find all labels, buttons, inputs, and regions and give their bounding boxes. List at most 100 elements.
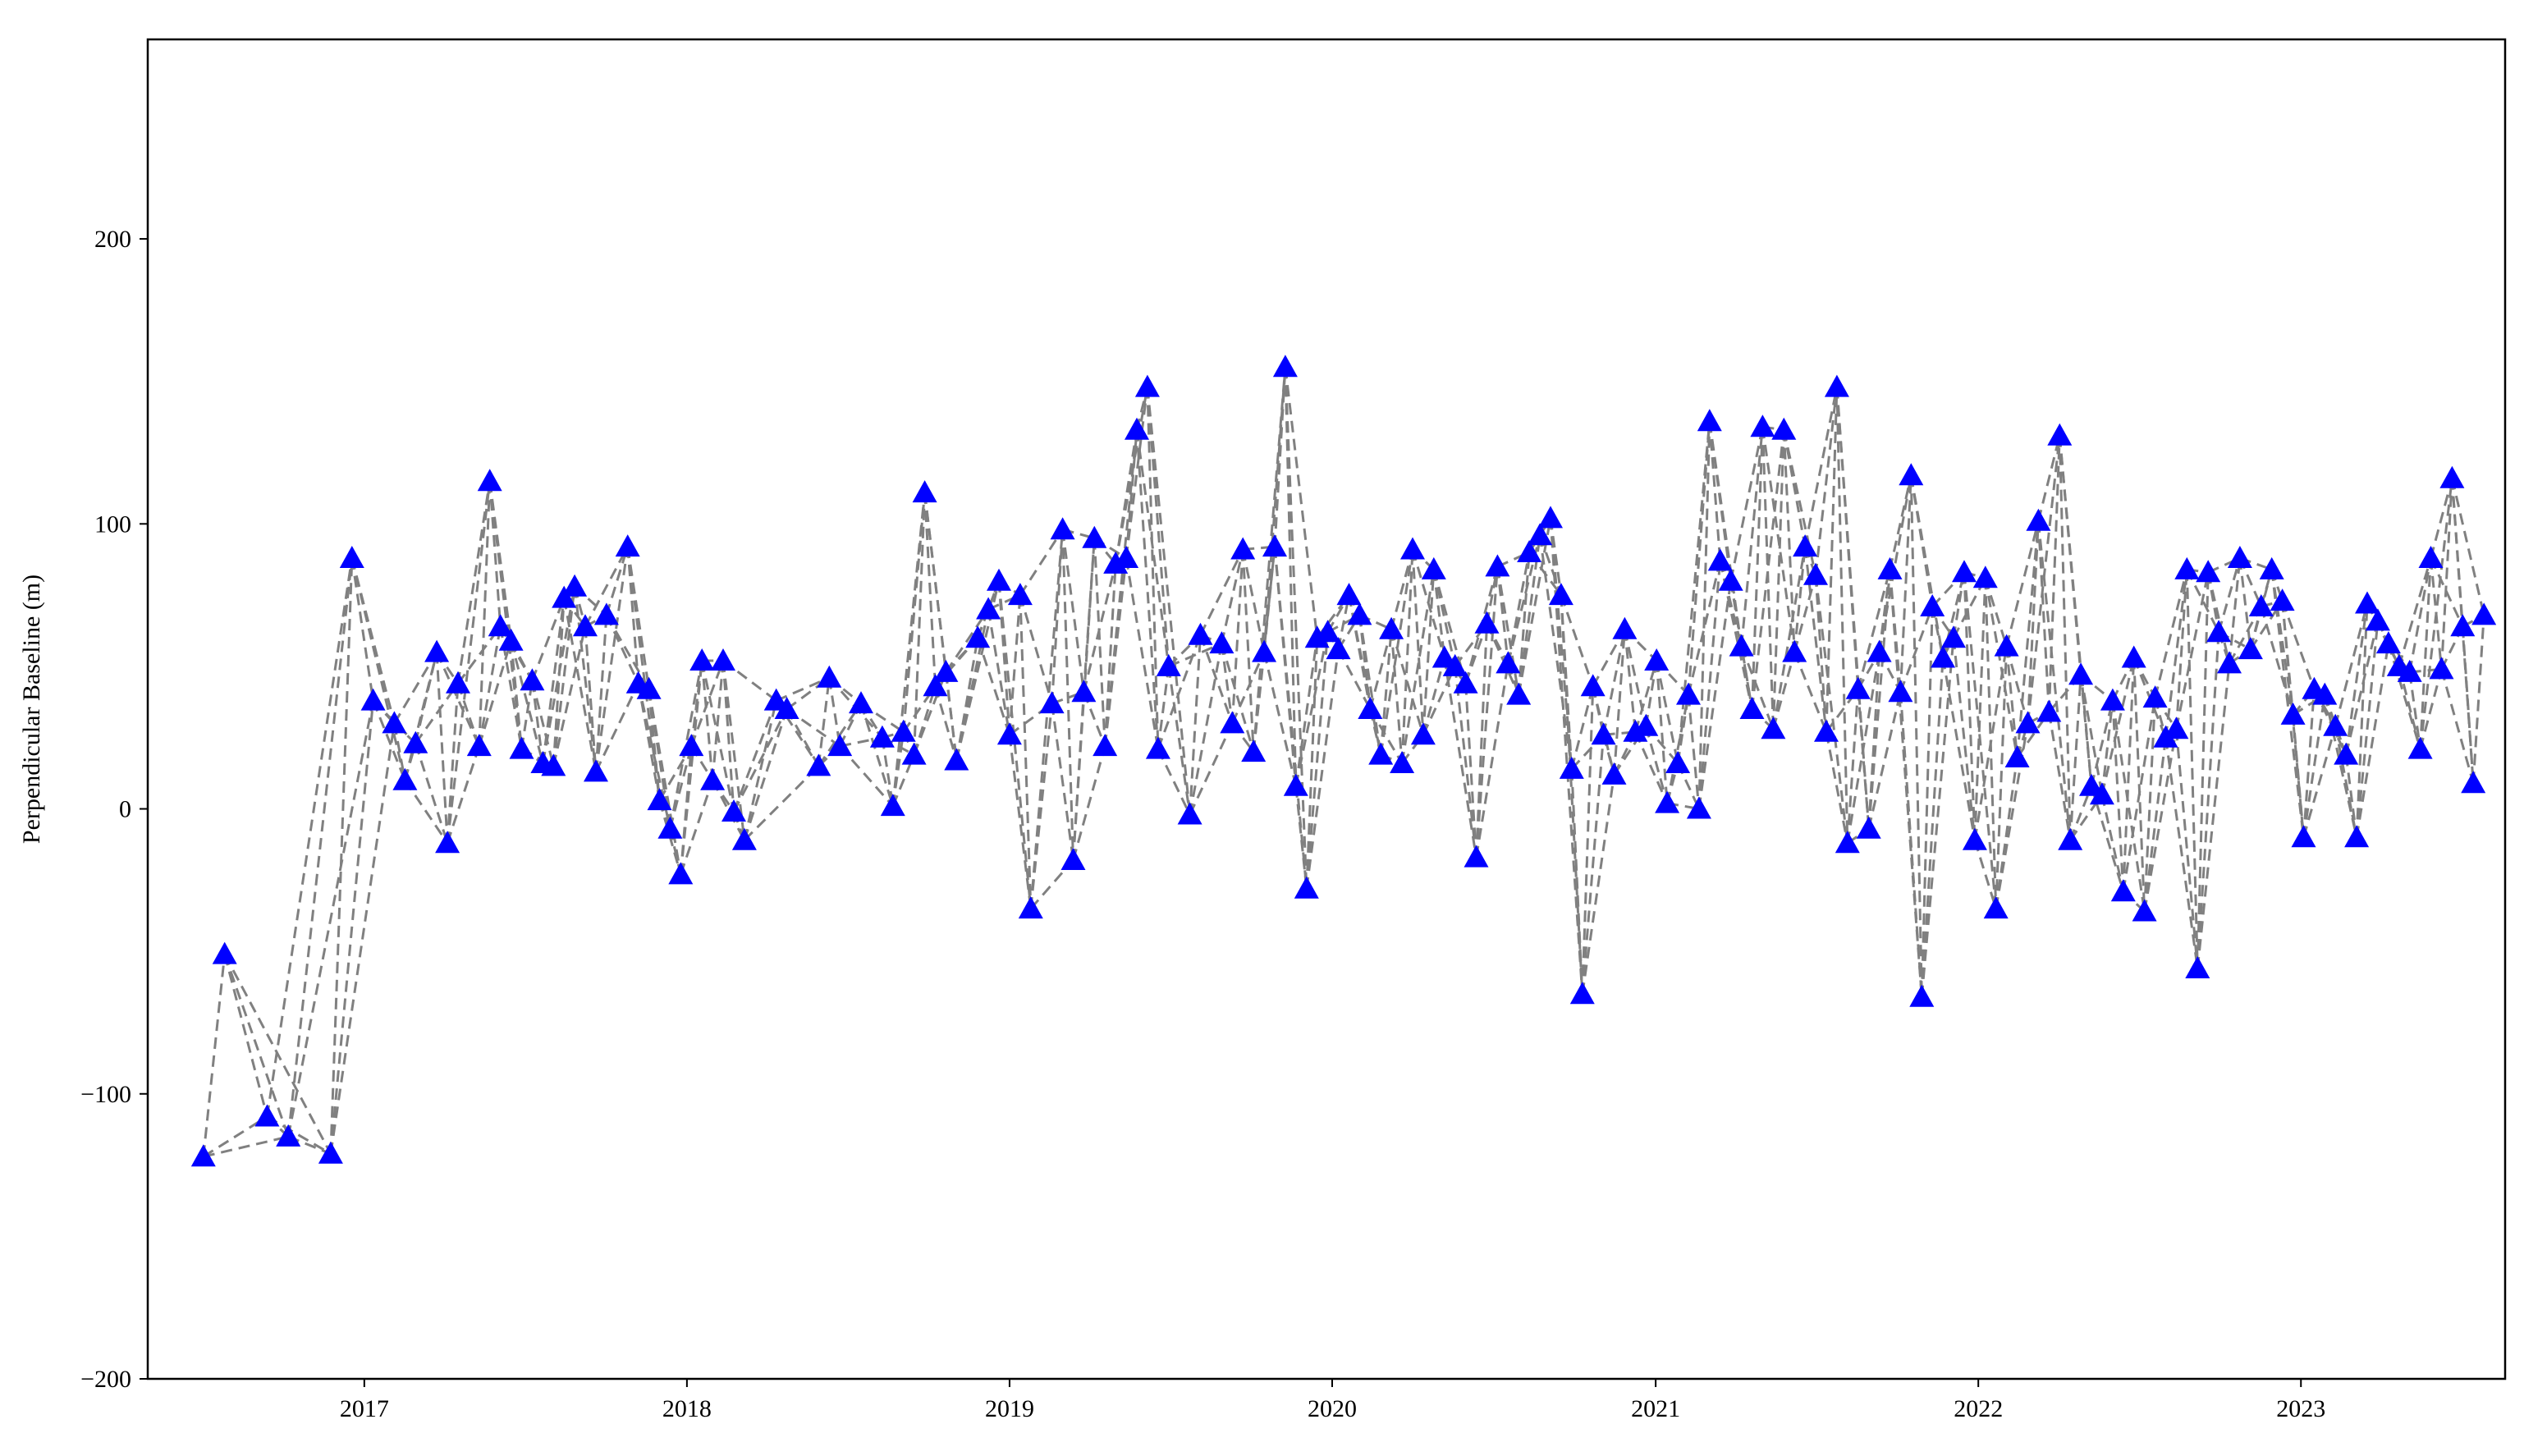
data-point-marker xyxy=(1782,639,1807,662)
connection-line xyxy=(393,651,438,725)
x-axis: 2017 2018 2019 2020 2021 2022 2023 xyxy=(340,1379,2325,1422)
connection-line xyxy=(1857,569,1891,690)
connection-line xyxy=(2100,700,2114,795)
connection-line xyxy=(1114,387,1149,565)
data-point-marker xyxy=(2132,899,2157,922)
data-point-marker xyxy=(2248,594,2274,616)
connection-line xyxy=(1835,387,1849,844)
connection-line xyxy=(1538,534,1573,770)
connection-line xyxy=(1835,387,1871,829)
connection-line xyxy=(1634,731,1669,804)
connection-line xyxy=(1029,529,1065,909)
connection-line xyxy=(1793,575,1817,652)
data-point-marker xyxy=(2015,711,2041,734)
data-point-marker xyxy=(1591,722,1616,745)
connection-line xyxy=(1135,429,1170,667)
data-point-marker xyxy=(2185,956,2210,978)
connection-line xyxy=(1230,651,1266,725)
connection-line xyxy=(743,708,789,841)
data-point-marker xyxy=(668,862,694,885)
data-point-marker xyxy=(1071,680,1097,703)
connection-line xyxy=(1496,566,1520,695)
connection-line xyxy=(1082,563,1117,693)
connection-line xyxy=(2100,794,2125,892)
connection-line xyxy=(2100,657,2136,795)
data-point-marker xyxy=(1803,562,1828,585)
data-point-marker xyxy=(1145,736,1170,759)
data-point-marker xyxy=(774,697,799,719)
data-point-marker xyxy=(1442,653,1468,676)
data-point-marker xyxy=(392,767,418,790)
y-tick-label: −100 xyxy=(80,1081,131,1108)
connection-line xyxy=(1486,566,1499,625)
connection-line xyxy=(1708,421,1743,647)
connection-line xyxy=(711,780,746,841)
data-point-marker xyxy=(1326,637,1351,660)
data-point-marker xyxy=(869,725,895,748)
data-point-marker xyxy=(1983,896,2009,919)
data-point-marker xyxy=(2100,688,2125,711)
data-point-marker xyxy=(1188,622,1213,645)
data-point-marker xyxy=(1538,506,1563,529)
connection-line xyxy=(2016,520,2040,758)
data-point-marker xyxy=(1962,827,1987,850)
data-point-marker xyxy=(1559,756,1584,779)
connection-line xyxy=(1644,726,1669,804)
data-point-marker xyxy=(2238,637,2263,660)
connection-line xyxy=(2122,697,2157,892)
data-point-marker xyxy=(2429,657,2454,680)
data-point-marker xyxy=(2227,546,2252,568)
connection-line xyxy=(2068,675,2082,840)
connection-line xyxy=(1220,643,1234,724)
connection-line xyxy=(1019,529,1064,596)
data-point-marker xyxy=(593,602,619,625)
data-point-marker xyxy=(1230,537,1256,560)
data-point-marker xyxy=(2058,827,2083,850)
connection-line xyxy=(881,737,895,807)
connection-line xyxy=(562,598,598,772)
data-point-marker xyxy=(1485,554,1510,577)
connection-line xyxy=(2281,600,2316,690)
data-point-marker xyxy=(1835,831,1860,854)
data-point-marker xyxy=(1707,548,1733,571)
connection-line xyxy=(2292,694,2326,717)
connection-line xyxy=(2058,435,2072,840)
connection-line xyxy=(2430,557,2464,627)
connection-line xyxy=(1952,638,1977,840)
connection-line xyxy=(1655,660,1669,804)
connection-line xyxy=(2419,669,2443,749)
connection-line xyxy=(2174,729,2199,969)
connection-line xyxy=(1814,387,1839,575)
connection-line xyxy=(1061,529,1074,861)
connection-line xyxy=(2058,435,2093,786)
data-point-marker xyxy=(880,794,905,817)
data-point-marker xyxy=(1410,722,1436,745)
data-point-marker xyxy=(1686,796,1711,819)
connection-line xyxy=(203,1135,289,1158)
connection-line xyxy=(2366,602,2401,667)
data-point-marker xyxy=(1379,616,1404,639)
connection-line xyxy=(1633,660,1658,733)
data-point-marker xyxy=(1347,602,1372,625)
data-point-marker xyxy=(2068,662,2094,685)
connection-line xyxy=(1941,571,1966,658)
y-axis: −200 −100 0 100 200 xyxy=(80,226,148,1393)
connection-line xyxy=(594,546,630,772)
connection-line xyxy=(1390,629,1425,735)
data-point-marker xyxy=(965,625,991,648)
connection-line xyxy=(2174,572,2210,730)
connection-line xyxy=(1157,666,1170,749)
connection-line xyxy=(1581,774,1615,995)
connection-line xyxy=(2471,615,2485,784)
connection-line xyxy=(923,492,937,687)
data-point-marker xyxy=(1453,671,1478,694)
data-point-marker xyxy=(1739,697,1765,719)
connection-line xyxy=(2206,571,2231,664)
data-point-marker xyxy=(1952,560,1977,583)
connection-line xyxy=(1061,529,1085,693)
connection-line xyxy=(1422,569,1436,735)
connection-line xyxy=(1687,694,1701,809)
connection-line xyxy=(2238,557,2252,650)
